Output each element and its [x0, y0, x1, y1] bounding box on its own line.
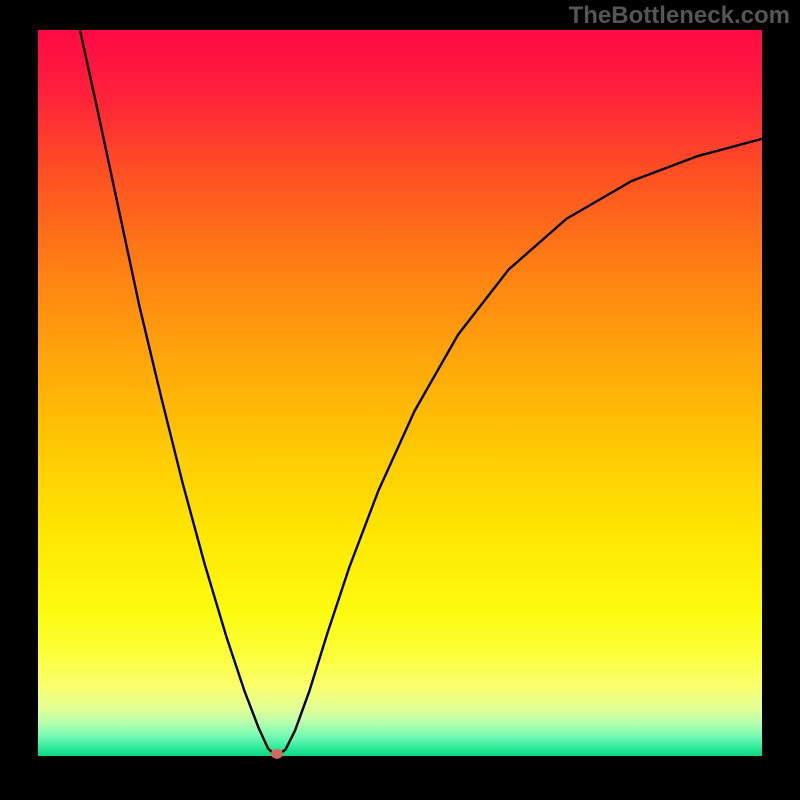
chart-stage: TheBottleneck.com — [0, 0, 800, 800]
bottleneck-chart — [0, 0, 800, 800]
plot-background — [38, 30, 762, 756]
watermark-label: TheBottleneck.com — [569, 2, 790, 30]
optimal-point-marker — [271, 749, 283, 759]
